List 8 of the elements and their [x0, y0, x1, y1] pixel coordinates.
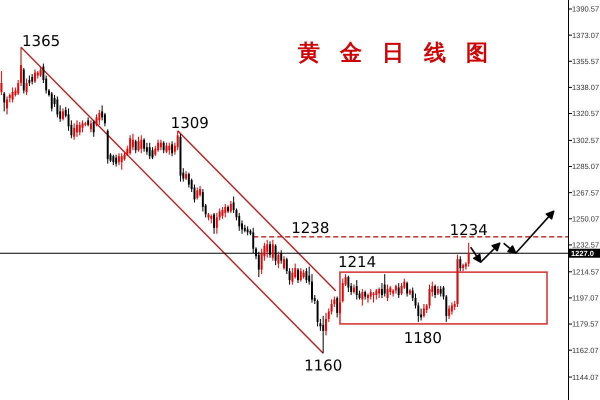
ref-line-label: 1238 [291, 218, 330, 237]
annotation: 1214 [338, 253, 376, 272]
annotation: 1365 [22, 32, 60, 50]
annotation: 1234 [450, 220, 488, 239]
annotation: 1160 [304, 356, 342, 374]
title: 黄金日线图 [298, 41, 508, 66]
annotation: 1180 [404, 328, 442, 347]
annotation: 1309 [170, 114, 209, 132]
